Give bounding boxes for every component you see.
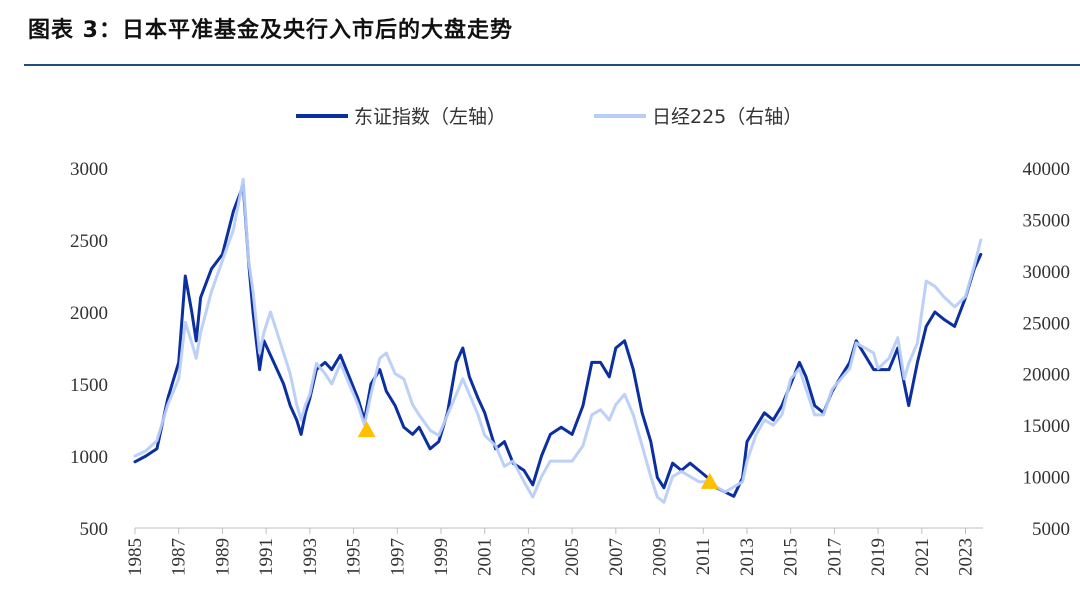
y-right-tick-label: 35000 — [1023, 210, 1071, 231]
legend-label: 日经225（右轴） — [652, 106, 802, 128]
y-left-tick-label: 500 — [80, 519, 109, 540]
y-right-tick-label: 30000 — [1023, 262, 1071, 283]
x-tick-label: 1999 — [431, 538, 452, 576]
x-tick-label: 2021 — [912, 538, 933, 576]
legend-label: 东证指数（左轴） — [354, 106, 506, 128]
y-right-tick-label: 25000 — [1023, 313, 1071, 334]
line-chart: 东证指数（左轴） 日经225（右轴） 1985 1987 1989 1991 1993 19… — [70, 106, 1070, 576]
x-tick-label: 1991 — [256, 538, 277, 576]
y-right-tick-label: 15000 — [1023, 416, 1071, 437]
legend: 东证指数（左轴） 日经225（右轴） — [296, 106, 802, 128]
x-tick-label: 2011 — [693, 538, 714, 575]
x-tick-label: 2023 — [956, 538, 977, 576]
x-tick-label: 2019 — [868, 538, 889, 576]
x-tick-label: 1995 — [344, 538, 365, 576]
y-right-tick-label: 40000 — [1023, 159, 1071, 180]
x-tick-label: 1997 — [387, 538, 408, 576]
y-right-tick-label: 10000 — [1023, 468, 1071, 489]
x-tick-label: 2007 — [606, 538, 627, 576]
x-tick-label: 2001 — [475, 538, 496, 576]
intervention-marker-1 — [357, 421, 376, 438]
intervention-marker-2 — [700, 472, 719, 489]
y-left-tick-label: 3000 — [70, 159, 108, 180]
series-lines — [133, 177, 983, 504]
x-tick-label: 2013 — [737, 538, 758, 576]
x-tick-label: 2003 — [518, 538, 539, 576]
x-tick-label: 2017 — [824, 538, 845, 576]
x-tick-label: 2005 — [562, 538, 583, 576]
series-line-nikkei225 — [133, 177, 983, 504]
chart-title: 图表 3：日本平准基金及央行入市后的大盘走势 — [28, 18, 513, 43]
y-right-tick-label: 5000 — [1032, 519, 1070, 540]
y-right-tick-label: 20000 — [1023, 365, 1071, 386]
x-tick-label: 1993 — [300, 538, 321, 576]
x-tick-label: 2009 — [650, 538, 671, 576]
x-tick-label: 1987 — [169, 538, 190, 576]
y-left-tick-label: 1000 — [70, 447, 108, 468]
y-left-tick-label: 2000 — [70, 303, 108, 324]
x-tick-label: 1985 — [125, 538, 146, 576]
x-tick-label: 1989 — [212, 538, 233, 576]
y-left-tick-label: 2500 — [70, 231, 108, 252]
axes: 1985 1987 1989 1991 1993 1995 1997 1999 2001 2003… — [70, 159, 1070, 576]
annotation-markers — [357, 421, 719, 489]
x-tick-label: 2015 — [781, 538, 802, 576]
title-divider — [24, 64, 1080, 66]
y-left-tick-label: 1500 — [70, 375, 108, 396]
